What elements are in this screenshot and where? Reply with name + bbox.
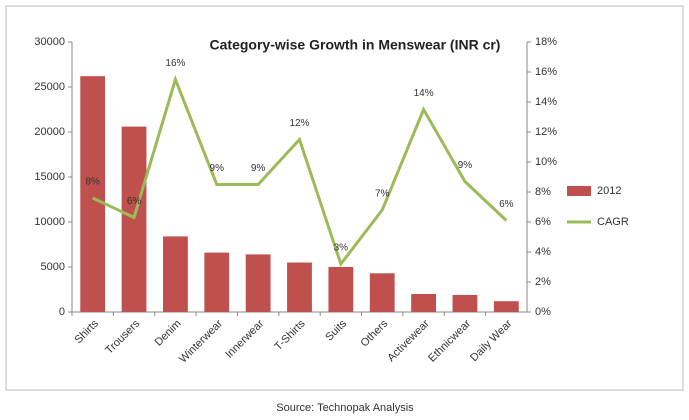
y2-tick-label: 14% [535, 96, 557, 108]
bar [163, 236, 188, 312]
bar [452, 294, 478, 312]
data-label: 9% [458, 160, 473, 171]
data-label: 8% [85, 177, 100, 188]
y2-tick-label: 0% [535, 306, 551, 318]
bar [369, 273, 395, 312]
y-tick-label: 5000 [41, 261, 65, 273]
data-label: 6% [127, 196, 142, 207]
legend-swatch [567, 186, 591, 196]
y2-tick-label: 8% [535, 186, 551, 198]
legend-label: CAGR [597, 216, 629, 228]
y-tick-label: 15000 [34, 171, 65, 183]
data-label: 3% [334, 243, 349, 254]
y-tick-label: 25000 [34, 81, 65, 93]
y2-tick-label: 18% [535, 36, 557, 48]
bar [328, 267, 354, 312]
bar [493, 301, 519, 312]
bar [245, 254, 271, 312]
data-label: 9% [210, 163, 225, 174]
y2-tick-label: 12% [535, 126, 557, 138]
bar [121, 126, 147, 312]
y2-tick-label: 16% [535, 66, 557, 78]
bar [204, 252, 230, 312]
y2-tick-label: 6% [535, 216, 551, 228]
legend-label: 2012 [597, 185, 621, 197]
line [92, 74, 508, 268]
data-label: 9% [251, 163, 266, 174]
chart-title: Category-wise Growth in Menswear (INR cr… [210, 37, 501, 53]
y2-tick-label: 2% [535, 276, 551, 288]
data-label: 16% [165, 58, 185, 69]
bar [80, 76, 106, 312]
y2-tick-label: 10% [535, 156, 557, 168]
y-tick-label: 20000 [34, 126, 65, 138]
y2-tick-label: 4% [535, 246, 551, 258]
y-tick-label: 0 [59, 306, 65, 318]
data-label: 14% [414, 88, 434, 99]
y-tick-label: 10000 [34, 216, 65, 228]
data-label: 6% [499, 199, 514, 210]
data-label: 7% [375, 189, 390, 200]
data-label: 12% [289, 118, 309, 129]
bar [411, 294, 436, 312]
y-tick-label: 30000 [34, 36, 65, 48]
chart-frame [5, 5, 684, 391]
bar [287, 262, 312, 312]
source: Source: Technopak Analysis [276, 402, 414, 414]
